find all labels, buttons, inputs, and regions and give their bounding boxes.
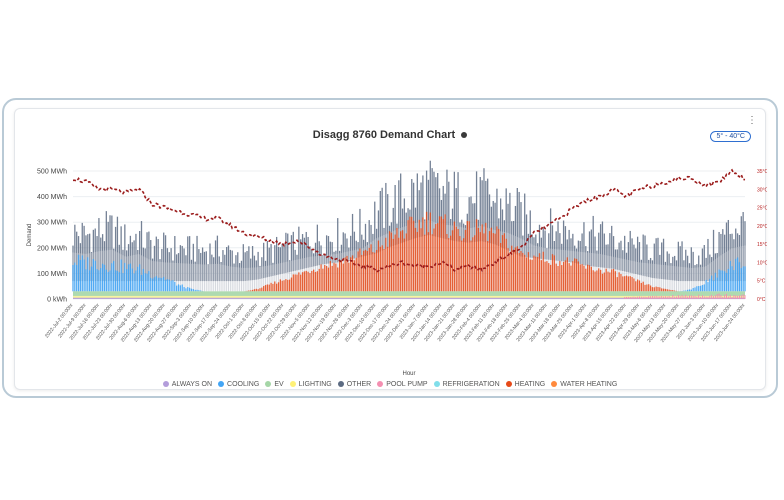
lighting-band — [73, 295, 745, 299]
legend-swatch-icon — [433, 381, 440, 388]
legend-item[interactable]: OTHER — [337, 381, 372, 388]
y2-tick-label: 15°C — [757, 242, 767, 248]
legend-label: POOL PUMP — [386, 381, 428, 388]
y2-tick-label: 5°C — [757, 279, 766, 285]
legend-swatch-icon — [551, 381, 558, 388]
legend-swatch-icon — [289, 381, 296, 388]
y-tick-label: 0 kWh — [47, 297, 67, 304]
legend-item[interactable]: EV — [265, 381, 284, 388]
legend-item[interactable]: COOLING — [218, 381, 259, 388]
y2-tick-label: 25°C — [757, 206, 767, 212]
chart-title-text: Disagg 8760 Demand Chart — [312, 129, 456, 141]
legend-item[interactable]: REFRIGERATION — [433, 381, 500, 388]
x-axis-label: Hour — [402, 371, 415, 377]
legend-label: LIGHTING — [298, 381, 332, 388]
legend-item[interactable]: HEATING — [505, 381, 546, 388]
legend-label: COOLING — [227, 381, 260, 388]
y2-tick-label: 20°C — [757, 224, 767, 230]
more-options-icon[interactable]: ⋮ — [747, 115, 757, 126]
legend-item[interactable]: WATER HEATING — [551, 381, 617, 388]
temperature-line — [73, 168, 746, 273]
chart-card: Disagg 8760 Demand Chart ⋮ 5° - 40°C 0 k… — [14, 108, 767, 390]
y-tick-label: 300 MWh — [37, 220, 67, 227]
y-axis-label: Demand — [27, 224, 33, 247]
info-dot-icon[interactable] — [461, 132, 468, 139]
y2-tick-label: 0°C — [757, 297, 766, 303]
always-on-band — [73, 297, 745, 299]
legend-swatch-icon — [162, 381, 169, 388]
legend-label: OTHER — [346, 381, 372, 388]
legend-label: ALWAYS ON — [171, 381, 213, 388]
legend-swatch-icon — [265, 381, 272, 388]
legend-swatch-icon — [218, 381, 225, 388]
y-tick-label: 100 MWh — [37, 271, 67, 278]
legend-swatch-icon — [505, 381, 512, 388]
temperature-range-badge[interactable]: 5° - 40°C — [710, 131, 751, 142]
chart-legend: ALWAYS ON COOLING EV LIGHTING OTHER POOL PUMP… — [15, 381, 765, 388]
y-tick-label: 200 MWh — [37, 245, 67, 252]
chart-title: Disagg 8760 Demand Chart — [15, 129, 765, 141]
y2-tick-label: 35°C — [757, 169, 767, 175]
chart-frame: Disagg 8760 Demand Chart ⋮ 5° - 40°C 0 k… — [2, 98, 778, 398]
y-tick-label: 400 MWh — [37, 194, 67, 201]
legend-item[interactable]: ALWAYS ON — [162, 381, 213, 388]
legend-swatch-icon — [377, 381, 384, 388]
legend-label: EV — [274, 381, 284, 388]
legend-label: REFRIGERATION — [442, 381, 500, 388]
demand-chart: 0 kWh 100 MWh 200 MWh 300 MWh 400 MWh 500 MWh… — [27, 160, 767, 377]
y2-tick-label: 30°C — [757, 187, 767, 193]
legend-label: WATER HEATING — [560, 381, 618, 388]
y-tick-label: 500 MWh — [37, 169, 67, 176]
legend-label: HEATING — [514, 381, 546, 388]
y2-tick-label: 10°C — [757, 260, 767, 266]
legend-item[interactable]: POOL PUMP — [377, 381, 428, 388]
ev-band — [73, 291, 745, 299]
legend-swatch-icon — [337, 381, 344, 388]
legend-item[interactable]: LIGHTING — [289, 381, 332, 388]
